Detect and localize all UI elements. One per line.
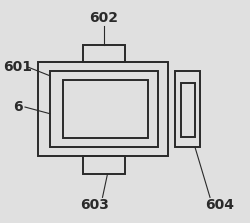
Bar [62,80,148,138]
Text: 6: 6 [13,100,22,114]
Text: 604: 604 [206,198,234,212]
Text: 603: 603 [80,198,110,212]
Bar [38,62,168,156]
Text: 602: 602 [89,11,118,25]
Bar [50,71,158,147]
Bar [82,45,125,62]
Bar [181,83,195,137]
Bar [175,71,200,147]
Text: 601: 601 [3,60,32,74]
Bar [82,156,125,174]
